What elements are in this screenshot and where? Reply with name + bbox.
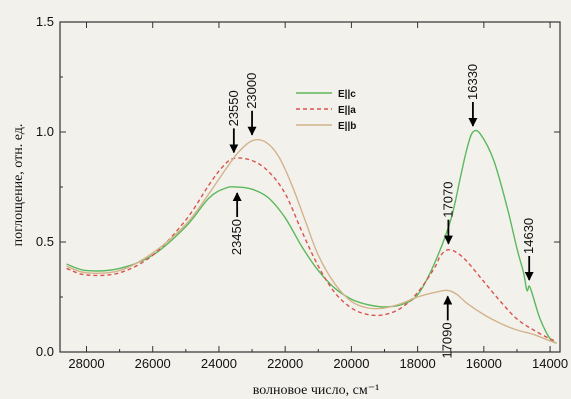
- y-tick-label: 1.0: [36, 124, 54, 139]
- x-tick-label: 14000: [532, 356, 568, 371]
- annotation-label: 17090: [440, 322, 455, 358]
- legend-label: E||a: [338, 105, 356, 116]
- annotation: 23000: [244, 73, 259, 136]
- x-tick-label: 20000: [333, 356, 369, 371]
- annotation: 16330: [465, 64, 480, 127]
- annotation: 23550: [226, 90, 241, 154]
- y-tick-label: 0.5: [36, 234, 54, 249]
- x-tick-label: 28000: [68, 356, 104, 371]
- x-tick-label: 26000: [135, 356, 171, 371]
- axis-ticks: 28000 26000 24000 22000 20000 18000 16000 14000…: [36, 14, 568, 371]
- x-tick-label: 16000: [466, 356, 502, 371]
- legend-label: E||c: [338, 89, 356, 100]
- y-tick-label: 0.0: [36, 344, 54, 359]
- x-tick-label: 22000: [267, 356, 303, 371]
- series-line-e-a: [66, 157, 557, 342]
- x-axis-title: волновое число, см⁻¹: [253, 383, 380, 398]
- x-tick-label: 18000: [400, 356, 436, 371]
- annotation-label: 23450: [229, 219, 244, 255]
- legend-label: E||b: [338, 121, 356, 132]
- y-tick-label: 1.5: [36, 14, 54, 29]
- y-axis-title: поглощение, отн. ед.: [11, 124, 26, 247]
- legend: E||c E||a E||b: [296, 89, 356, 132]
- annotation-label: 14630: [521, 218, 536, 254]
- annotation: 23450: [229, 192, 244, 255]
- x-tick-label: 24000: [201, 356, 237, 371]
- series-layer: [66, 129, 558, 344]
- annotation: 17090: [440, 295, 455, 359]
- series-line-e-b: [66, 139, 557, 344]
- annotation-layer: 23550 23000 23450 17070 16330 14630 17090: [226, 64, 536, 359]
- plot-frame: [59, 21, 561, 353]
- annotation-label: 23000: [244, 73, 259, 109]
- annotation: 17070: [440, 182, 455, 245]
- annotation-label: 23550: [226, 90, 241, 126]
- annotation: 14630: [521, 218, 536, 281]
- annotation-label: 16330: [465, 64, 480, 100]
- annotation-label: 17070: [440, 182, 455, 218]
